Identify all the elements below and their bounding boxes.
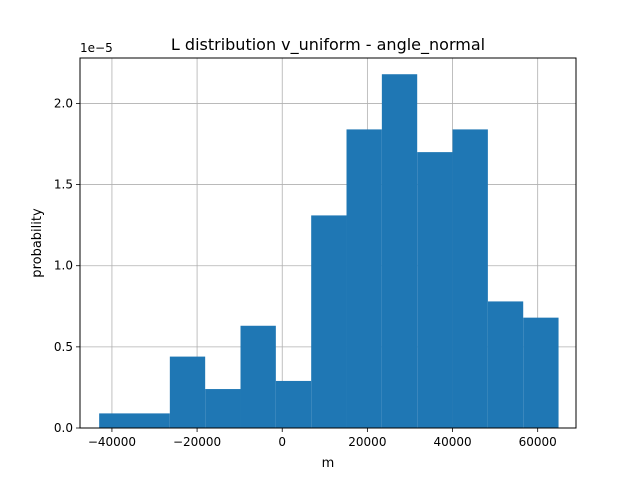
x-tick-label: 0 bbox=[278, 435, 286, 449]
histogram-bar-6 bbox=[311, 215, 347, 428]
histogram-bar-2 bbox=[169, 356, 206, 428]
histogram-bar-7 bbox=[346, 129, 382, 428]
histogram-bar-4 bbox=[240, 325, 276, 428]
x-axis-ticks: −40000 −20000 0 20000 40000 60000 bbox=[88, 428, 557, 449]
x-tick-label: −20000 bbox=[173, 435, 221, 449]
y-axis-label: probability bbox=[30, 208, 45, 278]
x-tick-label: 40000 bbox=[433, 435, 471, 449]
chart-title: L distribution v_uniform - angle_normal bbox=[171, 35, 485, 55]
y-scale-offset-label: 1e−5 bbox=[80, 41, 113, 55]
histogram-bar-5 bbox=[275, 380, 312, 428]
histogram-bar-3 bbox=[205, 389, 241, 428]
x-tick-label: 60000 bbox=[519, 435, 557, 449]
histogram-bar-1 bbox=[99, 413, 170, 428]
y-axis-ticks: 0.0 0.5 1.0 1.5 2.0 bbox=[54, 96, 80, 435]
histogram-bar-12 bbox=[523, 317, 559, 428]
x-axis-label: m bbox=[322, 456, 335, 471]
y-tick-label: 0.0 bbox=[54, 421, 73, 435]
y-tick-label: 0.5 bbox=[54, 340, 73, 354]
histogram-bar-11 bbox=[487, 301, 524, 428]
x-tick-label: −40000 bbox=[88, 435, 136, 449]
grid-lines bbox=[80, 58, 576, 429]
y-tick-label: 2.0 bbox=[54, 96, 73, 110]
histogram-bar-10 bbox=[452, 129, 488, 428]
plot-frame bbox=[79, 57, 577, 429]
y-tick-label: 1.5 bbox=[54, 178, 73, 192]
histogram-bar-8 bbox=[381, 74, 418, 428]
x-tick-label: 20000 bbox=[348, 435, 386, 449]
y-tick-label: 1.0 bbox=[54, 259, 73, 273]
histogram-bars bbox=[99, 74, 559, 428]
histogram-bar-9 bbox=[417, 152, 453, 428]
